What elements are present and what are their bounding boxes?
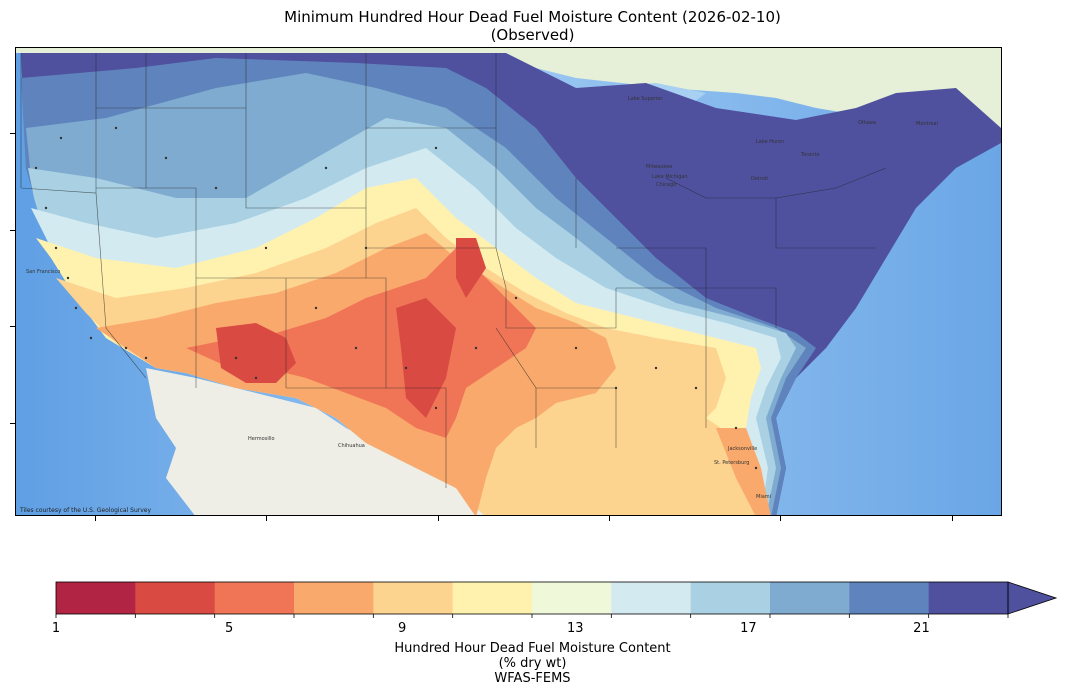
colorbar-segment: [770, 582, 850, 614]
moisture-band-3-5-az: [216, 323, 296, 383]
colorbar-tick-label: 17: [740, 621, 757, 636]
colorbar-segment: [928, 582, 1009, 614]
colorbar-segment: [214, 582, 295, 614]
station-markers: [34, 126, 758, 470]
place-label-detroit: Detroit: [751, 176, 768, 182]
y-tick-1: [10, 133, 15, 134]
colorbar-segments: [55, 581, 1058, 615]
place-label-miami: Miami: [756, 494, 771, 500]
x-tick-3: [438, 516, 439, 521]
place-label-chicago: Chicago: [656, 182, 676, 188]
colorbar-segment: [294, 582, 374, 614]
moisture-band-3-5-ks: [456, 238, 486, 298]
place-label-lake-superior: Lake Superior: [628, 96, 663, 102]
fuel-moisture-map: San Francisco Hermosillo Chihuahua Jacks…: [16, 48, 1001, 515]
colorbar-segment: [373, 582, 454, 614]
moisture-band-5-7: [186, 248, 536, 438]
x-tick-2: [266, 516, 267, 521]
place-label-san-francisco: San Francisco: [26, 269, 60, 275]
map-subtitle: (Observed): [490, 26, 575, 44]
y-tick-3: [10, 326, 15, 327]
place-label-st-petersburg: St. Petersburg: [714, 460, 749, 466]
place-label-chihuahua: Chihuahua: [338, 443, 365, 449]
colorbar-segment: [690, 582, 771, 614]
colorbar-extend-arrow: [1007, 581, 1058, 615]
canada-land: [16, 48, 1001, 133]
colorbar-ticks: [55, 614, 1009, 618]
tile-credit: Tiles courtesy of the U.S. Geological Su…: [20, 507, 152, 514]
colorbar-label: Hundred Hour Dead Fuel Moisture Content: [394, 641, 671, 656]
colorbar-tick-label: 13: [566, 621, 584, 636]
colorbar-units: (% dry wt): [498, 656, 567, 671]
colorbar-segment: [532, 582, 612, 614]
colorbar: [55, 581, 1058, 618]
y-tick-4: [10, 423, 15, 424]
map-panel: San Francisco Hermosillo Chihuahua Jacks…: [15, 47, 1002, 516]
florida-band-7-9: [716, 428, 771, 515]
colorbar-segment: [611, 582, 692, 614]
colorbar-tick-label: 1: [51, 621, 61, 636]
colorbar-tick-label: 5: [224, 621, 234, 636]
colorbar-source: WFAS-FEMS: [494, 671, 571, 686]
place-label-lake-michigan: Lake Michigan: [652, 174, 688, 180]
map-title: Minimum Hundred Hour Dead Fuel Moisture …: [284, 8, 781, 26]
place-label-toronto: Toronto: [800, 152, 819, 158]
place-label-jacksonville: Jacksonville: [727, 446, 757, 452]
x-tick-1: [95, 516, 96, 521]
place-label-montreal: Montreal: [916, 121, 938, 127]
colorbar-segment: [56, 582, 136, 614]
colorbar-segment: [849, 582, 930, 614]
place-label-hermosillo: Hermosillo: [248, 436, 275, 442]
place-label-milwaukee: Milwaukee: [646, 164, 672, 170]
x-tick-6: [952, 516, 953, 521]
mexico-land: [146, 368, 485, 515]
place-labels: San Francisco Hermosillo Chihuahua Jacks…: [26, 96, 938, 500]
colorbar-tick-label: 9: [398, 621, 407, 636]
y-tick-2: [10, 230, 15, 231]
colorbar-segment: [135, 582, 216, 614]
place-label-lake-huron: Lake Huron: [756, 139, 784, 145]
x-tick-4: [609, 516, 610, 521]
colorbar-segment: [452, 582, 533, 614]
colorbar-tick-label: 21: [913, 621, 930, 636]
x-tick-5: [780, 516, 781, 521]
state-boundaries: [20, 53, 887, 488]
place-label-ottawa: Ottawa: [858, 120, 876, 126]
